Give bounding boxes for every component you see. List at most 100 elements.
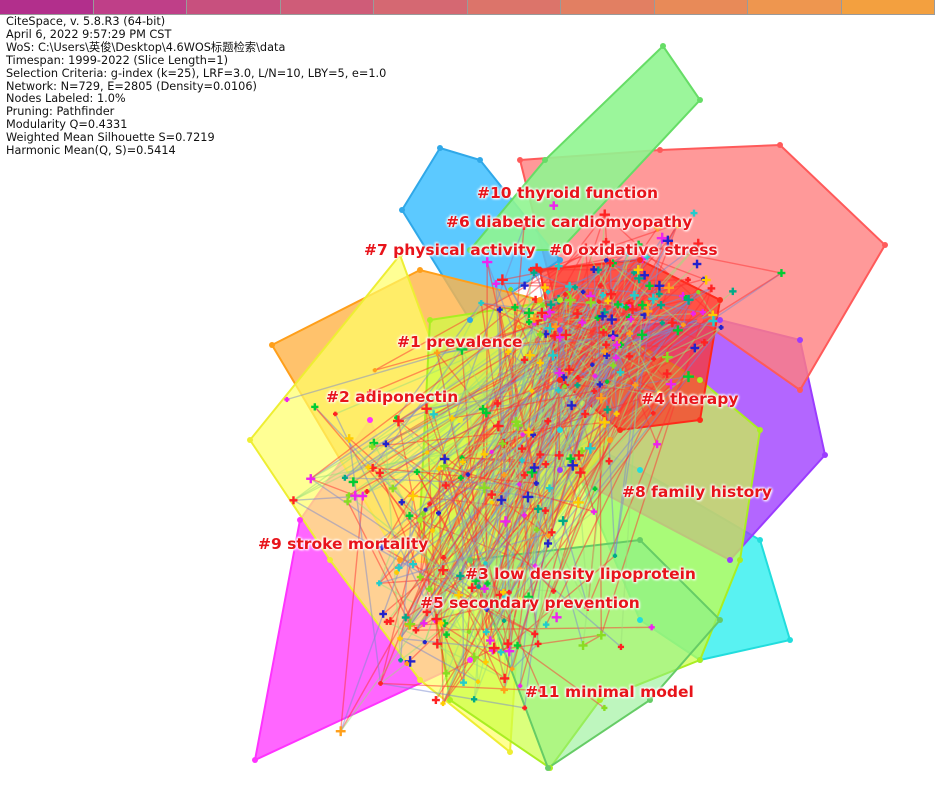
network-node xyxy=(708,315,719,327)
network-node xyxy=(306,474,316,484)
network-edge xyxy=(432,453,486,531)
network-node xyxy=(536,330,544,338)
network-node xyxy=(581,409,590,419)
network-node xyxy=(575,375,581,381)
network-node xyxy=(425,585,433,593)
network-node xyxy=(439,454,450,464)
hull-vertex-node xyxy=(637,537,643,543)
timeline-segment xyxy=(561,0,655,14)
network-edge xyxy=(372,467,537,485)
info-line: Modularity Q=0.4331 xyxy=(6,118,128,132)
cluster-label-therapy: #4 therapy xyxy=(641,390,739,408)
network-node xyxy=(648,293,659,304)
network-node xyxy=(478,300,485,306)
network-edge xyxy=(293,299,689,501)
network-node xyxy=(718,324,724,330)
network-edge xyxy=(372,467,491,641)
network-node xyxy=(602,340,610,349)
network-node xyxy=(555,333,565,342)
hull-vertex-node xyxy=(467,557,473,563)
network-node xyxy=(690,343,700,353)
network-node xyxy=(348,477,358,487)
network-node xyxy=(440,554,447,561)
hull-vertex-node xyxy=(697,657,703,663)
network-node xyxy=(511,417,521,427)
network-node xyxy=(564,294,576,306)
network-node xyxy=(627,315,635,323)
network-node xyxy=(523,427,534,438)
network-node xyxy=(404,618,416,630)
network-edge xyxy=(615,278,640,414)
network-node xyxy=(547,528,556,537)
info-line: Timespan: 1999-2022 (Slice Length=1) xyxy=(6,53,228,67)
cluster-label-low-density-lipoprotein: #3 low density lipoprotein xyxy=(465,565,696,583)
network-node xyxy=(594,314,601,321)
network-node xyxy=(537,687,544,694)
network-node xyxy=(584,603,592,612)
timeline-color-bar xyxy=(0,0,935,15)
network-edge xyxy=(562,520,589,608)
network-node xyxy=(401,613,410,622)
network-node xyxy=(471,576,480,585)
network-edge xyxy=(399,637,479,683)
info-line: Harmonic Mean(Q, S)=0.5414 xyxy=(6,144,176,158)
network-node xyxy=(640,310,649,319)
network-node xyxy=(530,269,538,277)
network-node xyxy=(476,584,481,589)
network-node xyxy=(645,281,654,291)
network-node xyxy=(567,460,579,471)
hull-vertex-node xyxy=(477,157,483,163)
network-node xyxy=(545,484,554,493)
network-edge xyxy=(344,298,537,479)
network-node xyxy=(532,321,537,326)
hull-vertex-node xyxy=(657,147,663,153)
network-edge xyxy=(517,644,605,709)
network-node xyxy=(404,656,416,667)
network-node xyxy=(398,657,403,663)
network-node xyxy=(540,283,550,292)
network-node xyxy=(566,454,576,464)
network-edge xyxy=(344,316,630,479)
network-node xyxy=(657,395,665,402)
network-edge xyxy=(547,377,565,544)
network-edge xyxy=(508,326,722,593)
network-edge xyxy=(434,619,513,670)
network-node xyxy=(478,404,488,414)
hull-vertex-node xyxy=(697,417,703,423)
network-node xyxy=(437,619,445,627)
network-node xyxy=(397,635,403,642)
network-edge xyxy=(378,495,414,584)
info-line: Pruning: Pathfinder xyxy=(6,105,115,119)
network-node xyxy=(526,467,538,478)
hull-vertex-node xyxy=(797,337,803,343)
network-node xyxy=(604,379,610,384)
network-node xyxy=(489,646,497,655)
hull-vertex-node xyxy=(447,697,453,703)
network-node xyxy=(489,500,494,505)
network-edge xyxy=(352,317,599,483)
network-node xyxy=(500,516,511,527)
network-node xyxy=(613,410,620,417)
network-node xyxy=(605,457,613,465)
network-edge xyxy=(620,305,644,647)
network-node xyxy=(371,540,379,548)
network-edge xyxy=(524,284,570,288)
network-node xyxy=(541,330,550,338)
hull-vertex-node xyxy=(557,297,563,303)
network-node xyxy=(640,270,650,280)
hull-vertex-node xyxy=(757,427,763,433)
network-node xyxy=(596,381,603,388)
hull-vertex-node xyxy=(327,557,333,563)
network-node xyxy=(519,457,525,464)
nodes xyxy=(247,43,888,771)
network-edge xyxy=(653,291,699,360)
cluster-label-minimal-model: #11 minimal model xyxy=(525,683,694,701)
network-node xyxy=(393,415,404,427)
network-node xyxy=(341,474,348,481)
network-node xyxy=(520,281,529,290)
network-node xyxy=(603,405,612,414)
hull-vertex-node xyxy=(757,537,763,543)
network-node xyxy=(558,516,568,526)
network-node xyxy=(524,350,535,361)
